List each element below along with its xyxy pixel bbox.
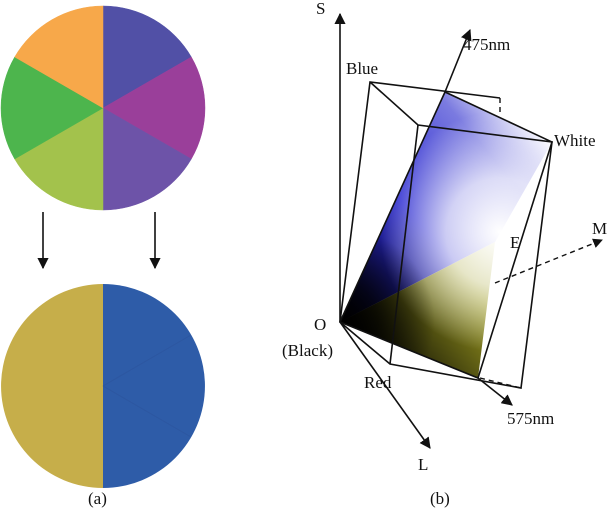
wheel-slice-green xyxy=(0,56,104,160)
s-axis-label: S xyxy=(316,0,325,18)
white-vertex-label: White xyxy=(554,131,596,150)
m-axis-label: M xyxy=(592,219,607,238)
wavelength-575-label: 575nm xyxy=(507,409,554,428)
wheel-half-yellow xyxy=(1,284,104,488)
wavelength-475-axis xyxy=(444,28,472,93)
panel-a: (a) xyxy=(0,5,206,508)
red-vertex-label: Red xyxy=(364,373,392,392)
wavelength-575-axis xyxy=(477,377,513,406)
wheel-slice-blue xyxy=(102,5,192,109)
origin-label: O xyxy=(314,315,326,334)
box-bottom-dashed-edge xyxy=(479,377,522,389)
wavelength-475-label: 475nm xyxy=(463,35,510,54)
box-front-vertical-edge xyxy=(389,124,419,365)
wheel-half-blue xyxy=(103,284,205,488)
blue-vertex-label: Blue xyxy=(346,59,378,78)
caption-b: (b) xyxy=(430,489,450,508)
wheel-seam xyxy=(102,334,192,387)
wheel-slice-violet xyxy=(102,107,192,211)
l-axis-label: L xyxy=(418,455,428,474)
m-axis xyxy=(494,238,603,284)
l-axis xyxy=(339,321,431,449)
caption-a: (a) xyxy=(88,489,107,508)
color-solid-surface xyxy=(338,90,553,380)
wheel-seam xyxy=(102,385,192,438)
wheel-slice-magenta xyxy=(102,56,206,160)
wheel-slice-yellow-green xyxy=(14,107,104,211)
two-hue-color-wheel xyxy=(1,284,205,488)
black-shadow xyxy=(340,92,552,378)
six-hue-color-wheel xyxy=(0,5,206,211)
black-vertex-label: (Black) xyxy=(282,341,333,360)
equal-energy-label: E xyxy=(510,233,520,252)
box-front-edges xyxy=(339,81,553,389)
panel-b: S 475nm Blue White M E O (Black) Red 575… xyxy=(282,0,607,508)
wheel-slice-orange xyxy=(14,5,104,109)
